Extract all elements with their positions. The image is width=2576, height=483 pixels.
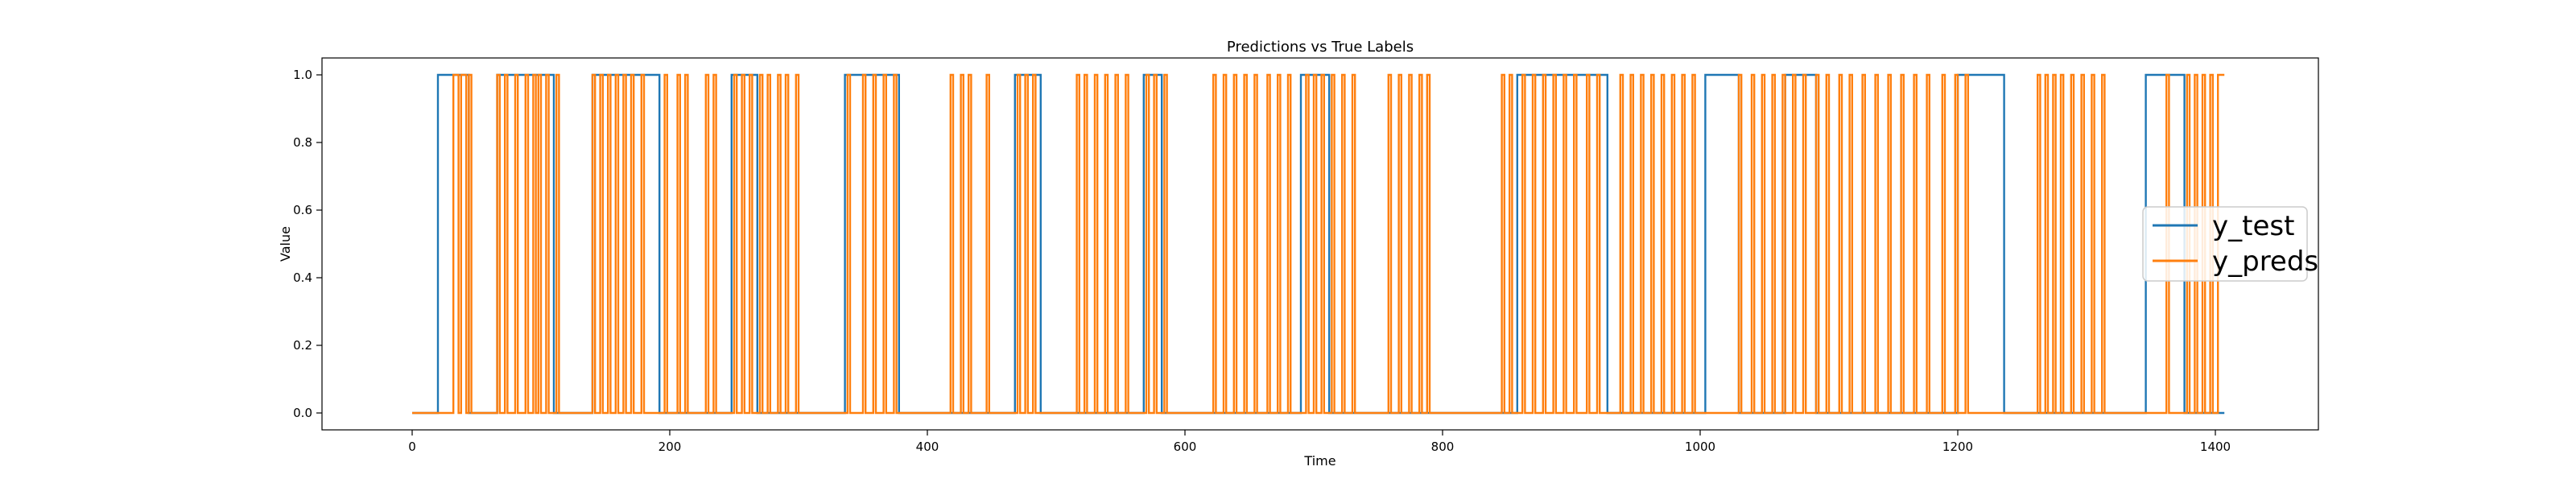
x-tick-label: 800 — [1431, 440, 1455, 454]
y-axis: 0.0 0.2 0.4 0.6 0.8 1.0 — [293, 68, 322, 420]
x-tick-label: 0 — [408, 440, 416, 454]
x-tick-label: 400 — [916, 440, 939, 454]
x-tick-label: 600 — [1174, 440, 1197, 454]
series-line-y_preds — [412, 73, 2225, 415]
y-axis-label: Value — [278, 226, 293, 262]
x-axis-label: Time — [1303, 453, 1335, 469]
y-tick-label: 0.8 — [293, 135, 312, 150]
y-tick-label: 1.0 — [293, 68, 312, 82]
legend-label-y_preds: y_preds — [2212, 246, 2318, 278]
y-tick-label: 0.2 — [293, 338, 312, 353]
y-tick-label: 0.4 — [293, 270, 312, 285]
y-tick-label: 0.6 — [293, 203, 312, 217]
x-tick-label: 1000 — [1685, 440, 1715, 454]
x-tick-label: 1400 — [2200, 440, 2231, 454]
legend: y_test y_preds — [2142, 206, 2318, 282]
legend-label-y_test: y_test — [2212, 210, 2294, 242]
x-tick-label: 200 — [658, 440, 682, 454]
x-tick-label: 1200 — [1942, 440, 1973, 454]
y-tick-label: 0.0 — [293, 406, 312, 420]
plot-frame — [321, 57, 2319, 431]
x-axis: 0 200 400 600 800 1000 1200 1400 — [408, 430, 2231, 454]
series-layer — [412, 73, 2225, 415]
chart-title: Predictions vs True Labels — [1227, 39, 1414, 56]
